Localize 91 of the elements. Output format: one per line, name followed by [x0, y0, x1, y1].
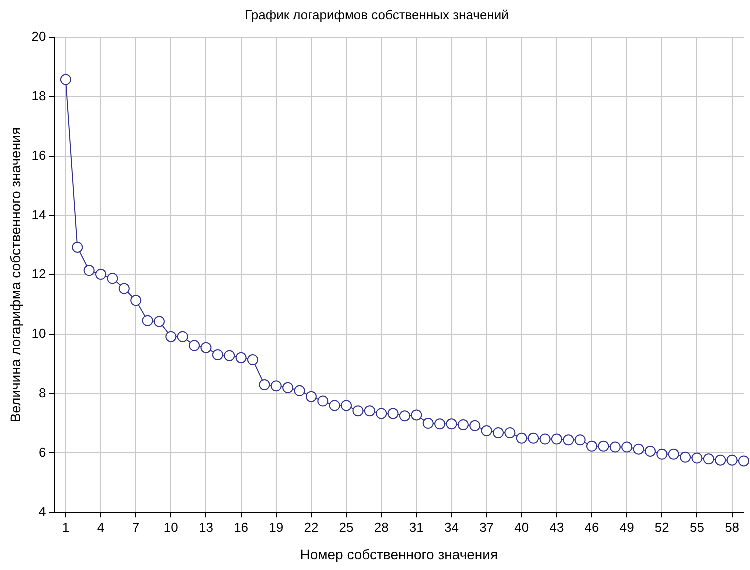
point — [84, 265, 95, 276]
point — [422, 418, 434, 430]
point — [481, 425, 492, 436]
point — [352, 406, 364, 417]
x-tick-label: 46 — [584, 520, 600, 535]
y-tick-label: 12 — [32, 266, 46, 282]
chart-title: График логарифмов собственных значений — [245, 7, 509, 22]
x-tick-label: 49 — [620, 520, 634, 535]
point — [294, 385, 306, 396]
point — [551, 434, 562, 445]
point — [399, 410, 410, 422]
point — [189, 340, 200, 352]
point — [236, 352, 247, 364]
point — [656, 448, 668, 460]
point — [329, 400, 340, 412]
point — [388, 408, 399, 420]
point — [470, 420, 481, 432]
x-tick-label: 31 — [409, 520, 424, 535]
point — [528, 432, 540, 444]
point — [446, 418, 458, 430]
point — [341, 400, 352, 412]
y-tick-label: 16 — [32, 148, 46, 163]
point — [458, 420, 469, 431]
x-tick-label: 28 — [374, 520, 389, 535]
point — [411, 410, 422, 421]
point — [72, 242, 84, 253]
point — [376, 408, 388, 420]
point — [504, 428, 516, 439]
point — [610, 442, 621, 453]
x-tick-label: 37 — [480, 520, 494, 535]
y-tick-label: 18 — [32, 88, 46, 104]
point — [738, 456, 750, 467]
point — [224, 350, 236, 362]
point — [318, 396, 329, 407]
x-tick-label: 40 — [514, 520, 530, 535]
point — [142, 315, 154, 326]
point — [715, 454, 726, 466]
point — [154, 316, 165, 328]
point — [516, 432, 528, 444]
point — [726, 454, 738, 466]
point — [622, 442, 633, 453]
point — [364, 406, 376, 417]
x-tick-label: 22 — [304, 520, 319, 535]
point — [166, 331, 177, 342]
point — [60, 74, 72, 86]
x-tick-label: 4 — [97, 520, 105, 535]
point — [270, 380, 282, 392]
point — [248, 354, 258, 366]
point — [107, 273, 118, 284]
point — [493, 428, 504, 439]
x-tick-label: 7 — [132, 520, 140, 535]
point — [282, 382, 294, 394]
point — [259, 379, 270, 390]
point — [177, 331, 188, 342]
x-tick-label: 10 — [164, 520, 178, 535]
point — [563, 434, 574, 446]
x-axis-title: Номер собственного значения — [300, 546, 498, 562]
point — [200, 342, 212, 354]
point — [680, 452, 692, 463]
point — [130, 295, 142, 306]
x-tick-label: 58 — [725, 520, 740, 535]
point — [633, 444, 644, 455]
x-tick-label: 55 — [690, 520, 704, 535]
point — [598, 440, 610, 452]
point — [586, 440, 598, 452]
point — [668, 448, 680, 460]
x-tick-label: 19 — [269, 520, 284, 535]
y-axis-title: Величина логарифма собственного значения — [7, 128, 24, 423]
x-tick-label: 13 — [199, 520, 214, 535]
point — [96, 269, 107, 280]
point — [212, 349, 224, 360]
y-tick-label: 4 — [39, 504, 46, 520]
point — [703, 454, 714, 465]
x-tick-label: 52 — [654, 520, 670, 535]
x-tick-label: 43 — [550, 520, 564, 535]
y-tick-label: 20 — [32, 29, 46, 44]
point — [306, 391, 317, 402]
x-tick-label: 1 — [62, 520, 70, 535]
x-tick-label: 34 — [444, 520, 459, 535]
point — [540, 434, 551, 445]
point — [434, 418, 446, 430]
y-tick-label: 14 — [32, 207, 46, 222]
point — [692, 452, 703, 464]
y-tick-label: 10 — [32, 326, 46, 342]
y-tick-label: 6 — [39, 444, 46, 460]
y-tick-label: 8 — [39, 385, 46, 400]
point — [574, 434, 586, 446]
point — [644, 446, 656, 457]
point — [118, 283, 130, 294]
x-tick-label: 25 — [339, 520, 354, 535]
x-tick-label: 16 — [234, 520, 249, 535]
